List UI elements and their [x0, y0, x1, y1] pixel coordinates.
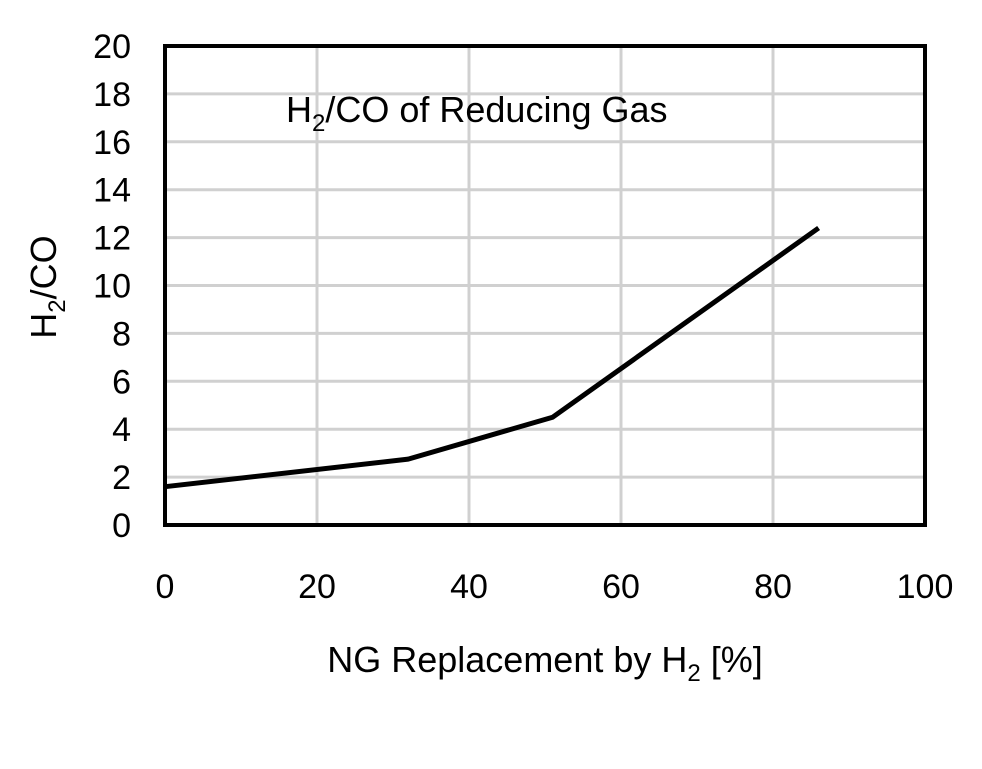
x-tick-label: 0 [156, 568, 175, 606]
y-axis-title-main: H [23, 313, 64, 339]
chart-title-rest: /CO of Reducing Gas [325, 89, 667, 130]
plot-frame [163, 44, 927, 527]
x-axis-title-main: NG Replacement by H [327, 639, 687, 680]
y-tick-label: 2 [112, 459, 131, 497]
x-tick-label: 60 [602, 568, 640, 606]
y-tick-label: 20 [93, 28, 131, 66]
y-axis-title: H2/CO [23, 235, 71, 338]
x-tick-label: 80 [754, 568, 792, 606]
y-axis-title-rest: /CO [23, 235, 64, 299]
y-tick-labels: 0 2 4 6 8 10 12 14 16 18 20 [93, 28, 131, 545]
chart-title-main: H [286, 89, 312, 130]
series-line-1 [164, 225, 821, 490]
y-axis-title-subscript: 2 [44, 299, 71, 312]
x-tick-label: 20 [298, 568, 336, 606]
y-tick-label: 8 [112, 315, 131, 353]
y-tick-label: 0 [112, 507, 131, 545]
chart-title-subscript: 2 [312, 110, 325, 137]
x-axis-title-rest: [%] [701, 639, 763, 680]
y-tick-label: 6 [112, 363, 131, 401]
y-tick-label: 16 [93, 124, 131, 162]
x-tick-label: 40 [450, 568, 488, 606]
y-tick-label: 12 [93, 220, 131, 258]
x-tick-label: 100 [897, 568, 954, 606]
y-tick-label: 14 [93, 172, 131, 210]
x-axis-title-subscript: 2 [687, 660, 700, 687]
y-tick-label: 18 [93, 76, 131, 114]
chart-title: H2/CO of Reducing Gas [286, 89, 668, 137]
y-tick-label: 10 [93, 268, 131, 306]
x-axis-title: NG Replacement by H2 [%] [327, 639, 763, 687]
y-tick-label: 4 [112, 411, 131, 449]
series-layer [164, 225, 821, 490]
x-tick-labels: 0 20 40 60 80 100 [156, 568, 954, 606]
